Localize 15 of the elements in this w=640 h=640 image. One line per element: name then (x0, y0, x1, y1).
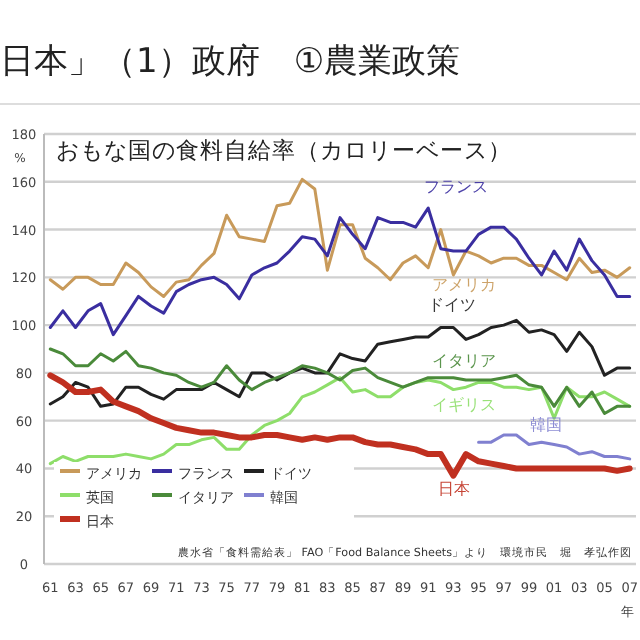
line-series (477, 433, 632, 461)
annotation: イギリス (432, 396, 496, 414)
annotation: フランス (424, 178, 488, 196)
line-series (48, 347, 632, 415)
line-series (47, 372, 633, 479)
line-series (48, 376, 632, 466)
annotation: イタリア (432, 352, 496, 370)
annotation: 韓国 (530, 416, 562, 434)
line-series (48, 206, 632, 337)
chart-subtitle: おもな国の食料自給率（カロリーベース） (56, 136, 512, 164)
chart-title: 日本」（1）政府 ①農業政策 (0, 42, 461, 82)
line-series (48, 177, 632, 298)
annotation: 日本 (438, 480, 470, 498)
annotation: ドイツ (428, 296, 476, 314)
annotation: アメリカ (432, 276, 496, 294)
